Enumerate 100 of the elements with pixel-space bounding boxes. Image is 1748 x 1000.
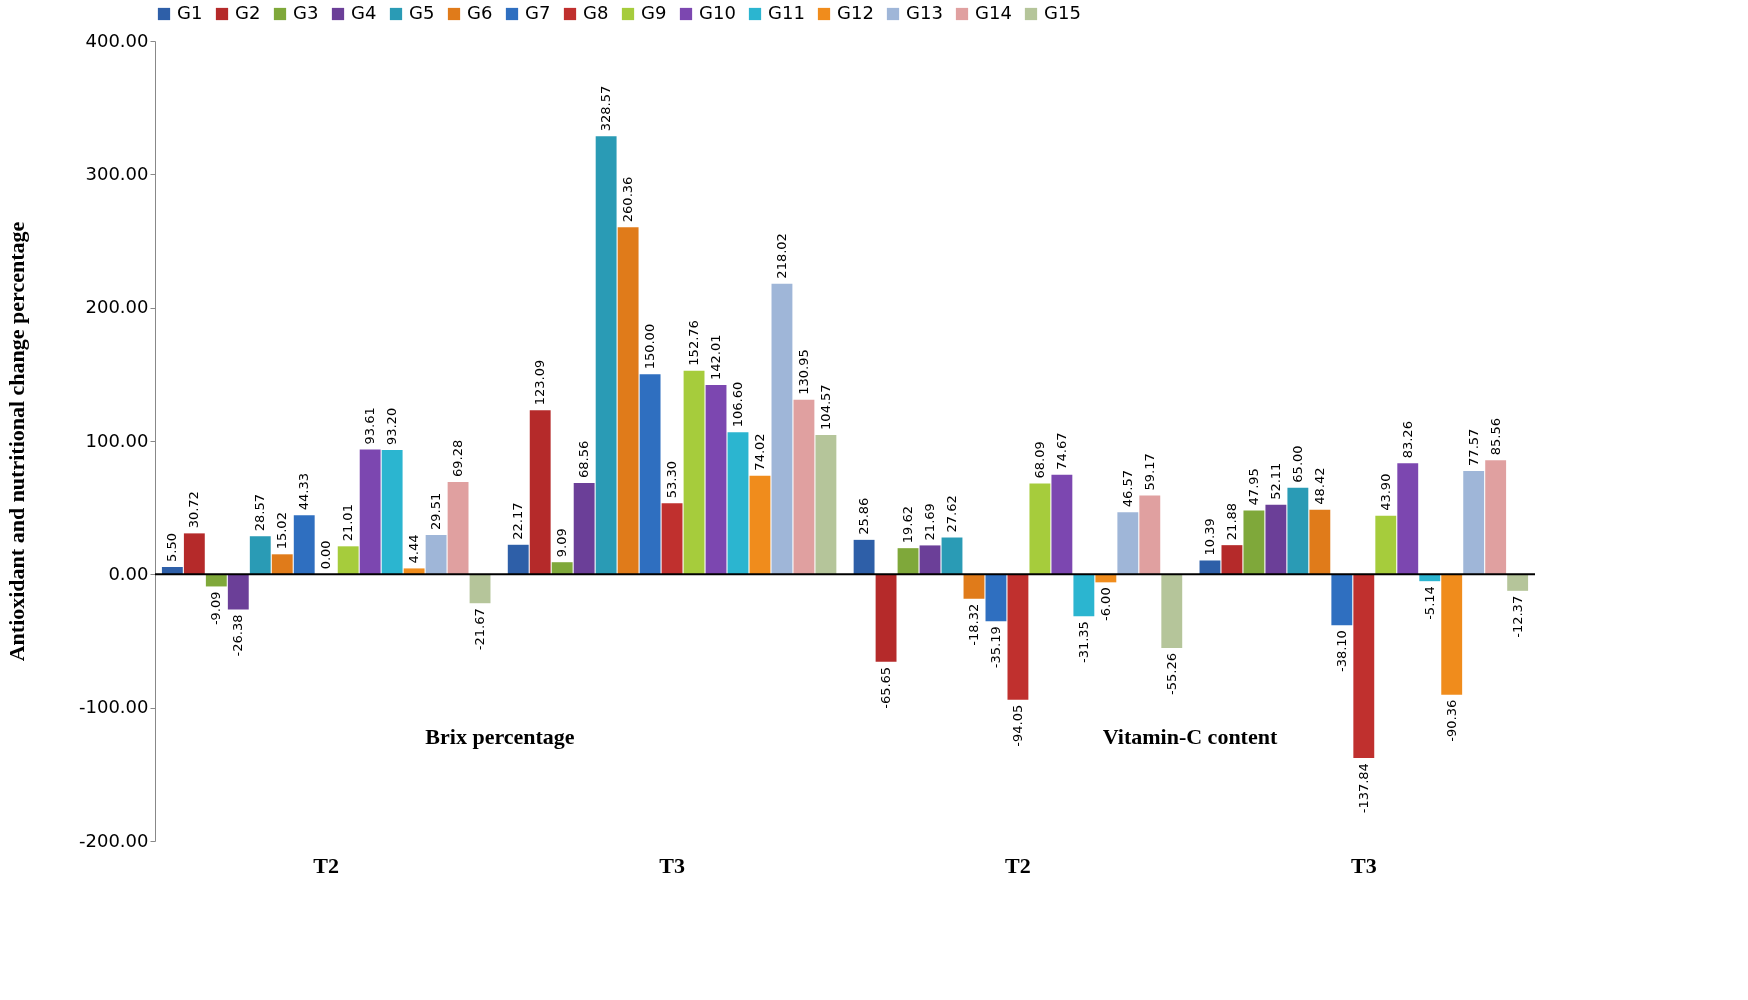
x-tick-label: T3 — [1350, 852, 1377, 878]
bar — [551, 562, 573, 575]
bar — [1507, 574, 1529, 591]
data-label: 21.88 — [1223, 502, 1239, 541]
x-tick-label: T3 — [659, 852, 685, 878]
legend-label: G3 — [293, 2, 319, 23]
legend-label: G4 — [351, 2, 377, 23]
bar — [293, 515, 315, 575]
legend-label: G6 — [467, 2, 493, 23]
legend-label: G10 — [699, 2, 736, 23]
data-label: 74.67 — [1053, 432, 1069, 470]
bar — [897, 548, 919, 575]
bar — [683, 370, 705, 575]
y-tick-label: -200.00 — [79, 829, 149, 851]
data-label: -18.32 — [965, 603, 981, 646]
legend-label: G2 — [235, 2, 261, 23]
data-label: 48.42 — [1311, 467, 1327, 505]
x-tick-label: T2 — [1005, 852, 1031, 878]
bar — [985, 574, 1007, 622]
bar — [227, 574, 249, 610]
legend-label: G11 — [768, 2, 805, 23]
bar — [425, 534, 447, 575]
bar — [1397, 463, 1419, 575]
y-tick-label: 200.00 — [85, 296, 149, 318]
bar — [1287, 487, 1309, 575]
data-label: -38.10 — [1333, 630, 1349, 673]
legend-label: G7 — [525, 2, 551, 23]
bar — [727, 432, 749, 575]
bar — [639, 374, 661, 575]
data-label: 93.20 — [384, 407, 400, 446]
bar — [1463, 470, 1485, 575]
data-label: 142.01 — [708, 334, 724, 380]
y-tick-label: 0.00 — [108, 562, 149, 584]
data-label: 328.57 — [598, 85, 614, 132]
data-label: -9.09 — [208, 591, 224, 626]
data-label: 104.57 — [817, 384, 833, 430]
legend-label: G5 — [409, 2, 435, 23]
data-label: 10.39 — [1201, 518, 1217, 556]
bar — [1353, 574, 1375, 759]
data-label: -26.38 — [230, 614, 246, 657]
bar — [963, 574, 985, 599]
bar — [941, 537, 963, 575]
data-label: -12.37 — [1509, 595, 1525, 638]
bar — [749, 475, 771, 575]
data-label: -31.35 — [1075, 621, 1091, 664]
data-label: 77.57 — [1465, 428, 1481, 466]
data-label: 65.00 — [1289, 445, 1305, 483]
bar — [793, 399, 815, 575]
bar — [1029, 483, 1051, 575]
data-label: 19.62 — [900, 505, 916, 544]
data-label: 9.09 — [554, 528, 570, 558]
bar — [249, 536, 271, 575]
bar — [617, 227, 639, 575]
data-label: 43.90 — [1377, 473, 1393, 511]
bar — [1073, 574, 1095, 617]
data-label: 74.02 — [751, 433, 767, 471]
data-label: 30.72 — [186, 491, 202, 529]
bar — [337, 546, 359, 575]
data-label: 29.51 — [428, 492, 444, 530]
bar — [573, 482, 595, 575]
data-label: -94.05 — [1009, 704, 1025, 747]
y-tick-label: 100.00 — [85, 429, 149, 451]
bar — [381, 450, 403, 575]
bar — [875, 574, 897, 662]
bar — [1243, 510, 1265, 575]
legend-label: G8 — [583, 2, 609, 23]
legend-label: G9 — [641, 2, 667, 23]
y-tick-label: 400.00 — [85, 29, 149, 51]
bar — [771, 283, 793, 575]
bar — [1331, 574, 1353, 626]
data-label: 69.28 — [450, 439, 466, 477]
bar — [1265, 504, 1287, 575]
bar — [815, 434, 837, 575]
data-label: 93.61 — [362, 407, 378, 445]
bar — [1309, 509, 1331, 575]
data-label: 44.33 — [296, 473, 312, 511]
bar — [1221, 545, 1243, 575]
bar — [1007, 574, 1029, 700]
legend-label: G13 — [906, 2, 943, 23]
data-label: 68.09 — [1031, 441, 1047, 479]
bar — [507, 544, 529, 575]
data-label: 218.02 — [773, 233, 789, 279]
data-label: 53.30 — [664, 461, 680, 499]
legend-label: G14 — [975, 2, 1012, 23]
data-label: 152.76 — [686, 320, 702, 366]
data-label: 59.17 — [1141, 453, 1157, 491]
data-label: 130.95 — [795, 349, 811, 395]
legend-label: G12 — [837, 2, 874, 23]
bar — [359, 449, 381, 575]
data-label: -6.00 — [1097, 587, 1113, 621]
data-label: 25.86 — [856, 497, 872, 535]
bar — [1485, 460, 1507, 575]
data-label: -55.26 — [1163, 653, 1179, 695]
data-label: 68.56 — [576, 440, 592, 478]
bar — [1117, 512, 1139, 575]
data-label: -21.67 — [472, 608, 488, 651]
data-label: 150.00 — [642, 323, 658, 370]
data-label: 260.36 — [620, 176, 636, 223]
annotation: Vitamin-C content — [1102, 724, 1278, 749]
data-label: 21.01 — [340, 504, 356, 542]
